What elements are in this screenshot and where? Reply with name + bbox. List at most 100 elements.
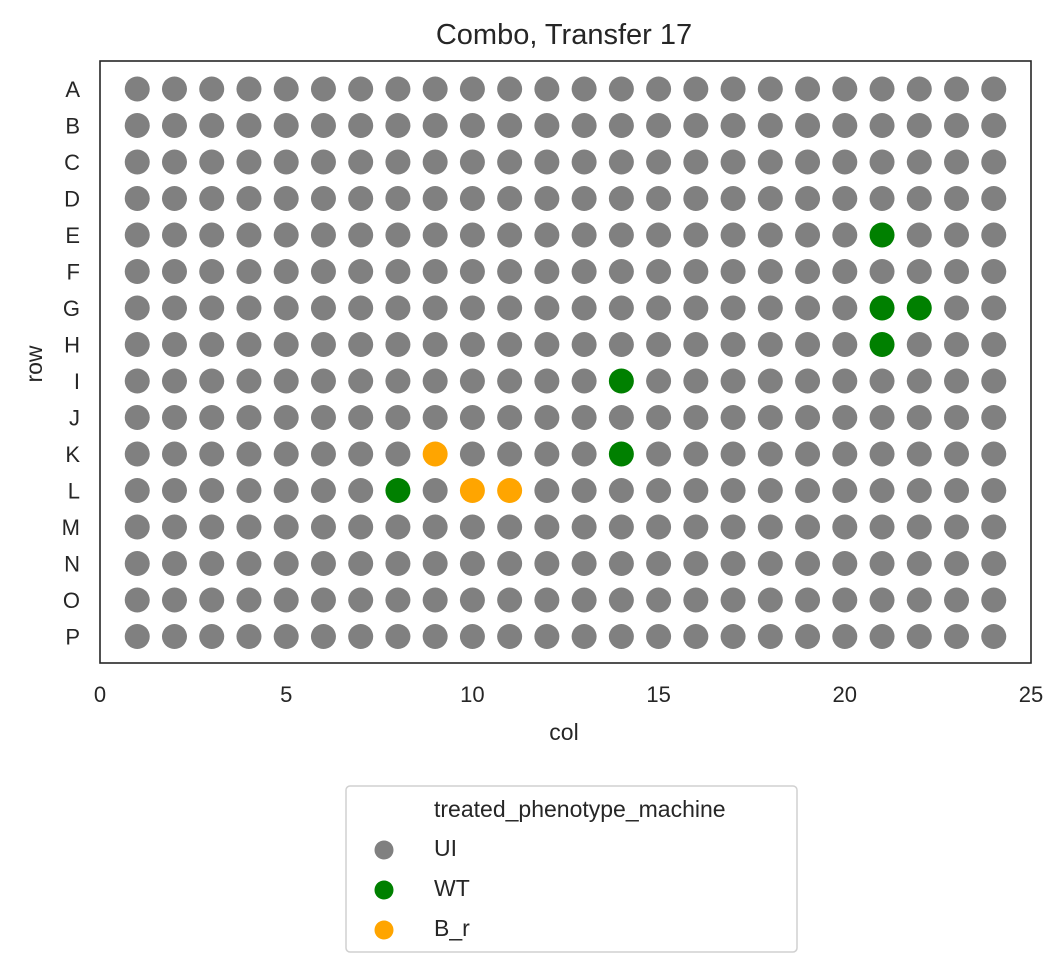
data-point: [757, 624, 783, 649]
data-point: [944, 295, 970, 321]
y-tick-label: I: [74, 369, 80, 394]
data-point: [944, 441, 970, 467]
data-point: [906, 514, 932, 540]
data-point: [944, 624, 970, 649]
data-point: [646, 624, 672, 649]
data-point: [795, 478, 821, 503]
data-point: [310, 259, 336, 284]
data-point: [534, 332, 560, 357]
data-point: [795, 441, 821, 467]
data-point: [310, 332, 336, 357]
data-point: [981, 113, 1007, 138]
data-point: [869, 514, 895, 540]
data-point: [497, 368, 523, 394]
data-point: [757, 514, 783, 540]
data-point: [422, 222, 448, 248]
x-tick-label: 20: [833, 682, 857, 707]
data-point: [199, 332, 225, 357]
data-point: [944, 332, 970, 357]
data-point: [422, 551, 448, 576]
data-point: [199, 514, 225, 540]
data-point: [459, 186, 485, 211]
data-point: [161, 259, 187, 284]
y-tick-label: C: [64, 150, 80, 175]
data-point: [981, 368, 1007, 394]
data-point: [161, 76, 187, 102]
data-point: [906, 113, 932, 138]
data-point: [236, 405, 262, 430]
data-point: [869, 295, 895, 321]
data-point: [571, 514, 597, 540]
data-point: [683, 551, 709, 576]
data-point: [795, 113, 821, 138]
legend-label: B_r: [434, 915, 470, 941]
data-point: [459, 441, 485, 467]
data-point: [459, 259, 485, 284]
data-point: [310, 478, 336, 503]
data-point: [310, 441, 336, 467]
data-point: [459, 149, 485, 175]
data-point: [497, 76, 523, 102]
data-point: [310, 587, 336, 613]
data-point: [422, 259, 448, 284]
data-point: [124, 441, 150, 467]
data-point: [497, 624, 523, 649]
data-point: [236, 332, 262, 357]
legend-frame: [345, 785, 798, 953]
data-point: [683, 514, 709, 540]
data-point: [795, 222, 821, 248]
legend-marker: [374, 840, 394, 860]
data-point: [981, 441, 1007, 467]
data-point: [683, 478, 709, 503]
data-point: [310, 295, 336, 321]
data-point: [646, 295, 672, 321]
data-point: [944, 587, 970, 613]
data-point: [310, 551, 336, 576]
data-point: [608, 405, 634, 430]
data-point: [348, 332, 374, 357]
y-tick-label: D: [64, 187, 80, 212]
data-point: [869, 222, 895, 248]
data-point: [124, 368, 150, 394]
data-point: [534, 405, 560, 430]
x-tick-label: 0: [94, 682, 106, 707]
data-point: [348, 149, 374, 175]
data-point: [422, 295, 448, 321]
data-point: [608, 295, 634, 321]
data-point: [869, 624, 895, 649]
data-point: [608, 113, 634, 138]
data-point: [795, 259, 821, 284]
data-point: [832, 76, 858, 102]
x-tick-label: 15: [646, 682, 670, 707]
data-point: [906, 186, 932, 211]
data-point: [199, 113, 225, 138]
legend-entries: UI WT B_r: [374, 835, 470, 941]
data-point: [124, 259, 150, 284]
legend-title: treated_phenotype_machine: [434, 796, 726, 822]
data-point: [385, 76, 411, 102]
data-point: [795, 624, 821, 649]
data-point: [199, 551, 225, 576]
data-point: [944, 478, 970, 503]
data-point: [832, 222, 858, 248]
data-point: [236, 587, 262, 613]
data-point: [534, 551, 560, 576]
data-point: [459, 295, 485, 321]
data-point: [906, 332, 932, 357]
data-point: [646, 259, 672, 284]
data-point: [646, 405, 672, 430]
data-point: [124, 295, 150, 321]
data-point: [422, 514, 448, 540]
data-point: [459, 368, 485, 394]
data-point: [906, 222, 932, 248]
x-axis-label: col: [549, 719, 578, 745]
data-point: [497, 405, 523, 430]
data-point: [795, 405, 821, 430]
data-point: [236, 441, 262, 467]
data-point: [459, 551, 485, 576]
data-point: [906, 295, 932, 321]
data-point: [161, 332, 187, 357]
data-point: [422, 405, 448, 430]
data-point: [273, 624, 299, 649]
